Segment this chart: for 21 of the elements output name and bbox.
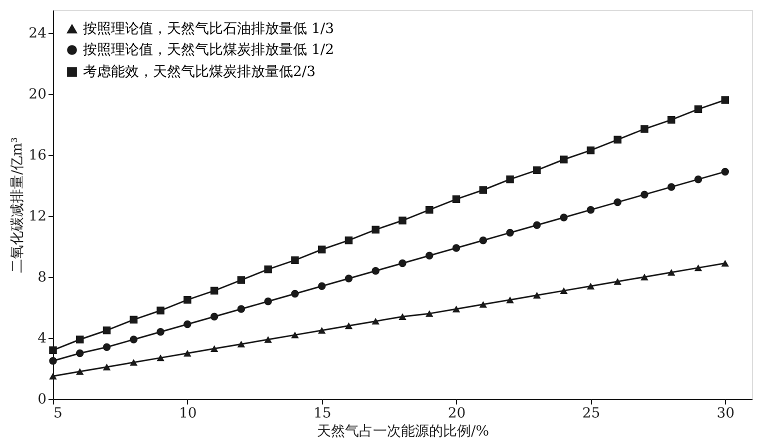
legend-label: 按照理论值，天然气比煤炭排放量低 1/2 xyxy=(83,42,334,58)
x-tick-label: 25 xyxy=(582,406,600,422)
point xyxy=(721,96,729,104)
x-tick-label: 20 xyxy=(448,406,466,422)
y-tick-label: 12 xyxy=(28,208,46,224)
y-tick-label: 24 xyxy=(28,25,47,42)
point xyxy=(49,372,57,380)
x-tick-label: 30 xyxy=(716,406,735,422)
y-axis-title: 二氧化碳减排量/亿m³ xyxy=(10,137,26,273)
legend-label: 按照理论值，天然气比石油排放量低 1/3 xyxy=(83,21,334,37)
x-tick-label: 10 xyxy=(179,406,197,422)
y-tick-label: 0 xyxy=(38,392,46,408)
x-axis-title: 天然气占一次能源的比例/% xyxy=(316,424,490,440)
point xyxy=(49,346,57,354)
y-tick-label: 4 xyxy=(38,330,47,346)
y-tick-label: 16 xyxy=(28,147,47,164)
legend-label: 考虑能效，天然气比煤炭排放量低2/3 xyxy=(83,64,316,80)
y-tick-label: 8 xyxy=(38,269,46,286)
x-tick-label: 5 xyxy=(54,406,62,422)
y-tick-label: 20 xyxy=(28,86,46,102)
x-tick-label: 15 xyxy=(313,406,332,422)
